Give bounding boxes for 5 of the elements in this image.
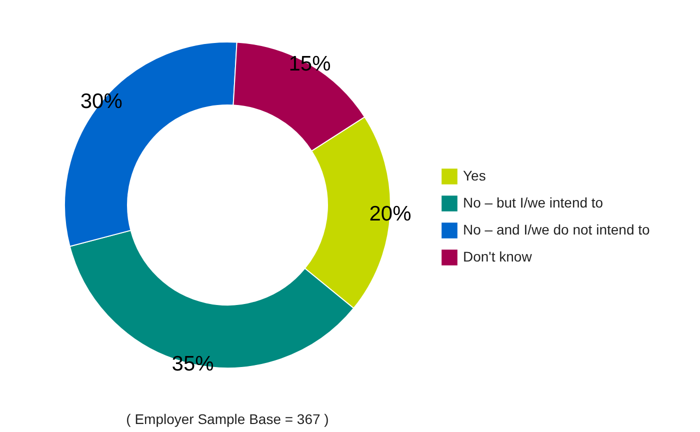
legend-label: Don't know [463, 248, 533, 264]
text: ( Employer Sample Base = 367 ) [126, 411, 329, 427]
legend-label: No – but I/we intend to [463, 194, 604, 210]
legend-label: No – and I/we do not intend to [463, 222, 650, 238]
legend-label: Yes [463, 168, 486, 184]
